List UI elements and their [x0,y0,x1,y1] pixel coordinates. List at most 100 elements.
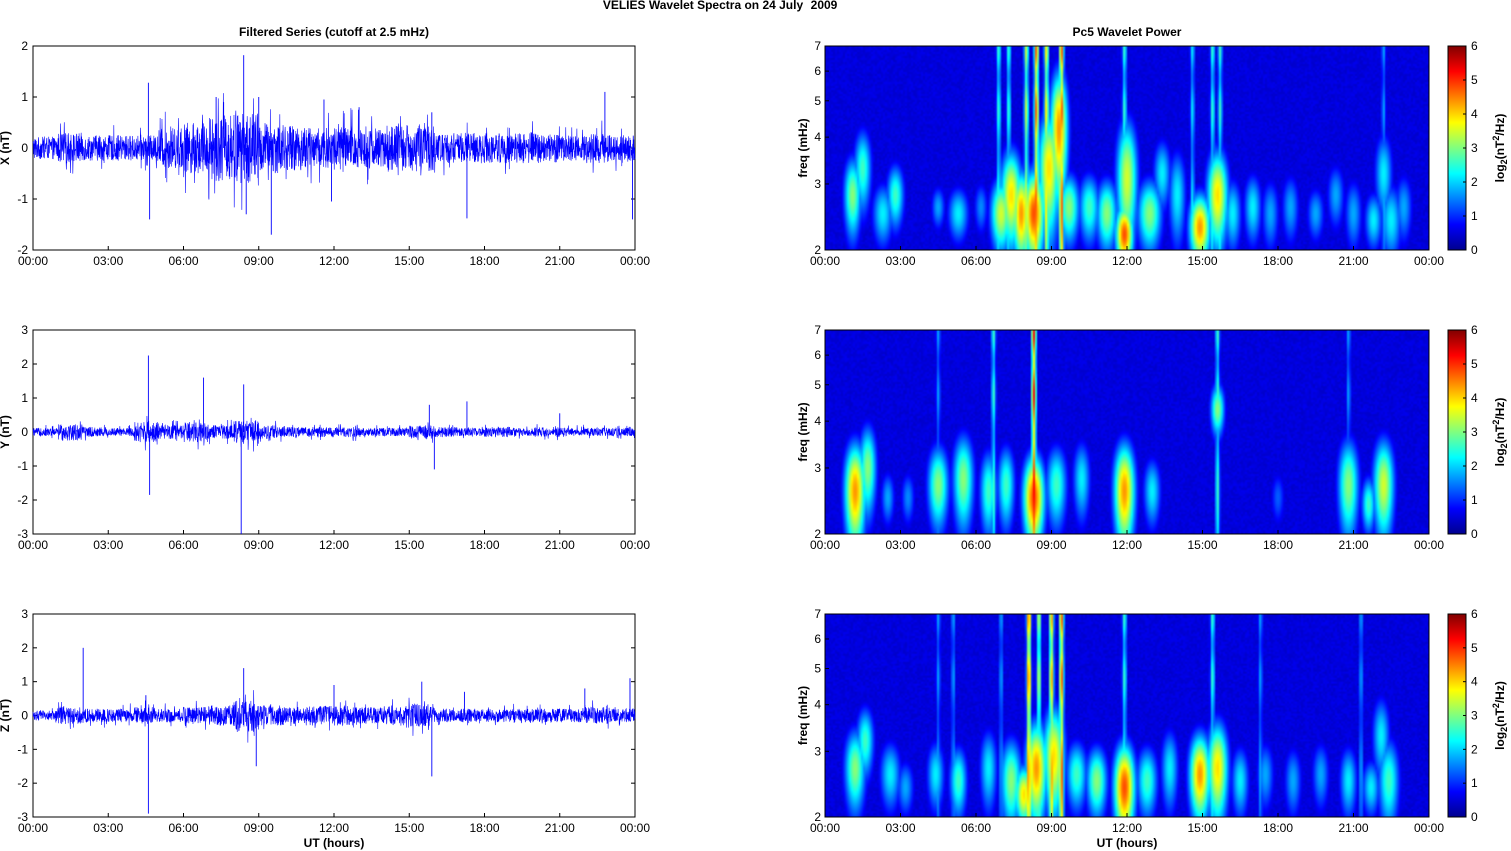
x-tick-label: 21:00 [545,821,575,835]
x-axis-label: UT (hours) [304,836,365,850]
x-wavelet-power-panel: 2 3 4 5 6 7 00:00 03:00 06:00 09:00 12:00 15:00 18:0… [796,25,1509,268]
x-tick-label: 18:00 [469,821,499,835]
x-tick-label: 09:00 [244,254,274,268]
x-filtered-series-panel: -2 -1 0 1 2 00:00 03:00 06:00 09:00 12:00 15:00 18:… [0,25,650,268]
x-tick-label: 03:00 [93,254,123,268]
colorbar-tick-label: 6 [1471,607,1478,621]
colorbar-tick-label: 0 [1471,527,1478,541]
signal-line [32,93,636,210]
figure-title-right: 2009 [811,0,838,12]
x-tick-label: 00:00 [810,538,840,552]
y-tick-label: 4 [814,698,821,712]
z-wavelet-power-panel: 2 3 4 5 6 7 00:00 03:00 06:00 09:00 12:00 15:00 18:0… [796,607,1509,850]
x-tick-label: 00:00 [1414,821,1444,835]
x-tick-label: 00:00 [1414,254,1444,268]
x-tick-label: 15:00 [1187,821,1217,835]
colorbar-tick-label: 3 [1471,425,1478,439]
y-tick-label: -1 [17,459,28,473]
x-tick-label: 06:00 [168,821,198,835]
colorbar-tick-label: 1 [1471,776,1478,790]
y-tick-label: 6 [814,64,821,78]
x-tick-label: 21:00 [545,254,575,268]
y-tick-label: 1 [21,675,28,689]
x-tick-label: 21:00 [1338,254,1368,268]
x-tick-label: 15:00 [394,538,424,552]
x-tick-label: 00:00 [18,254,48,268]
colorbar-tick-label: 1 [1471,209,1478,223]
x-tick-label: 18:00 [469,538,499,552]
colorbar-tick-label: 4 [1471,107,1478,121]
y-tick-label: 6 [814,632,821,646]
x-tick-label: 09:00 [1036,254,1066,268]
signal-line [32,416,636,452]
wavelet-power-heatmap [825,614,1429,817]
y-tick-label: 4 [814,130,821,144]
y-tick-label: 3 [814,461,821,475]
x-tick-label: 06:00 [961,821,991,835]
x-tick-label: 18:00 [1263,254,1293,268]
y-tick-label: 3 [21,323,28,337]
colorbar-tick-label: 6 [1471,39,1478,53]
y-tick-label: 2 [814,243,821,257]
x-tick-label: 06:00 [961,538,991,552]
y-tick-label: -1 [17,192,28,206]
x-tick-label: 12:00 [319,254,349,268]
x-tick-label: 21:00 [545,538,575,552]
y-tick-label: 1 [21,391,28,405]
colorbar-tick-label: 2 [1471,742,1478,756]
colorbar-tick-label: 6 [1471,323,1478,337]
x-tick-label: 00:00 [18,821,48,835]
y-axis-label: Y (nT) [0,415,12,449]
x-tick-label: 09:00 [1036,538,1066,552]
wavelet-power-heatmap [825,330,1429,534]
y-tick-label: 3 [21,607,28,621]
x-tick-label: 12:00 [319,538,349,552]
y-tick-label: 0 [21,141,28,155]
x-tick-label: 15:00 [394,254,424,268]
y-tick-label: 5 [814,662,821,676]
colorbar-tick-label: 3 [1471,141,1478,155]
y-axis-label: freq (mHz) [796,118,810,177]
y-tick-label: -2 [17,243,28,257]
x-tick-label: 00:00 [620,538,650,552]
x-tick-label: 03:00 [885,821,915,835]
x-tick-label: 15:00 [1187,254,1217,268]
x-tick-label: 09:00 [1036,821,1066,835]
y-tick-label: 6 [814,348,821,362]
z-filtered-series-panel: -3 -2 -1 0 1 2 3 00:00 03:00 06:00 09:00 12:00 15:00… [0,607,650,850]
colorbar-tick-label: 0 [1471,810,1478,824]
x-tick-label: 18:00 [1263,821,1293,835]
x-tick-label: 03:00 [93,538,123,552]
y-tick-label: 3 [814,177,821,191]
y-tick-label: 2 [21,641,28,655]
x-tick-label: 00:00 [620,821,650,835]
x-tick-label: 15:00 [1187,538,1217,552]
y-filtered-series-panel: -3 -2 -1 0 1 2 3 00:00 03:00 06:00 09:00 12:00 15:00… [0,323,650,552]
x-tick-label: 21:00 [1338,538,1368,552]
x-tick-label: 18:00 [1263,538,1293,552]
spectrum-title: Pc5 Wavelet Power [1073,25,1182,39]
x-tick-label: 00:00 [18,538,48,552]
x-tick-label: 09:00 [244,538,274,552]
x-tick-label: 12:00 [319,821,349,835]
y-axis-label: X (nT) [0,131,12,165]
y-tick-label: -2 [17,493,28,507]
x-tick-label: 12:00 [1112,538,1142,552]
x-tick-label: 12:00 [1112,254,1142,268]
x-tick-label: 00:00 [1414,538,1444,552]
colorbar-tick-label: 4 [1471,391,1478,405]
y-tick-label: 7 [814,607,821,621]
x-tick-label: 03:00 [885,538,915,552]
x-tick-label: 06:00 [168,254,198,268]
y-tick-label: 0 [21,709,28,723]
x-tick-label: 00:00 [810,821,840,835]
x-tick-label: 06:00 [961,254,991,268]
x-tick-label: 09:00 [244,821,274,835]
y-tick-label: 5 [814,378,821,392]
wavelet-power-heatmap [825,46,1429,250]
x-tick-label: 06:00 [168,538,198,552]
y-tick-label: -3 [17,810,28,824]
colorbar-tick-label: 2 [1471,459,1478,473]
y-tick-label: 0 [21,425,28,439]
